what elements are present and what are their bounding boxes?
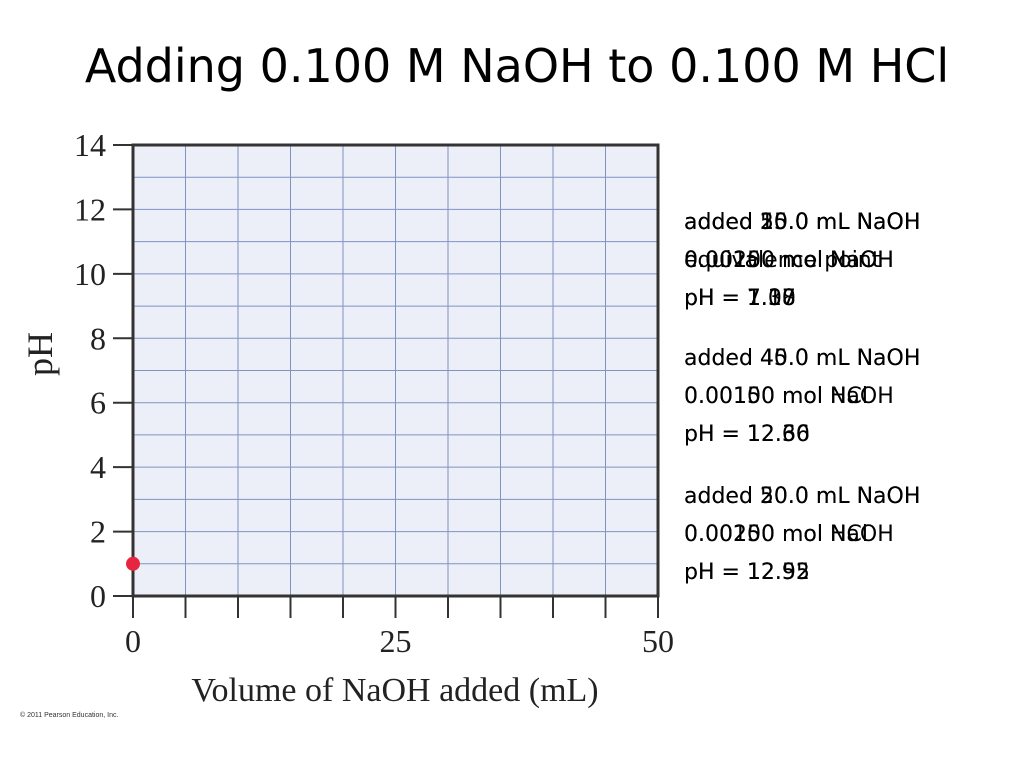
annotation-layer-1: added 50.0 mL NaOH 0.00250 mol NaOH pH =… — [684, 478, 920, 592]
x-axis-ticks — [132, 596, 659, 618]
annotation-line: pH = 1.37 — [684, 286, 796, 311]
annotation-line: added 40.0 mL NaOH — [684, 346, 921, 371]
annotation-line: 0.00250 mol NaOH — [684, 248, 894, 273]
x-tick-label: 25 — [380, 623, 412, 659]
y-tick-label: 4 — [90, 449, 106, 485]
annotation-layer-1: added 10.0 mL NaOH 0.00100 mol NaOH pH =… — [684, 204, 920, 318]
x-axis-label: Volume of NaOH added (mL) — [191, 672, 598, 709]
y-axis-tick-labels: 0 2 4 6 8 10 12 14 — [74, 127, 106, 614]
annotation-line: pH = 12.60 — [684, 422, 810, 447]
y-axis-label: pH — [20, 332, 60, 376]
annotation-layer-2: added 25.0 mL NaOH 0.00250 mol NaOH pH =… — [684, 204, 920, 318]
y-tick-label: 12 — [74, 191, 106, 227]
annotation-line: added 45.0 mL NaOH — [684, 346, 921, 371]
y-tick-label: 6 — [90, 385, 106, 421]
annotation-line: added 20.0 mL NaOH — [684, 484, 921, 509]
data-point — [126, 556, 140, 571]
annotation-line: added 50.0 mL NaOH — [684, 484, 921, 509]
annotation-line: 0.00150 mol NaOH — [684, 384, 894, 409]
data-points — [126, 556, 140, 571]
y-tick-label: 10 — [74, 256, 106, 292]
annotation-line: added 10.0 mL NaOH — [684, 210, 921, 235]
annotation-layer-1: added 40.0 mL NaOH 0.00150 mol NaOH pH =… — [684, 340, 920, 454]
horizontal-gridlines — [133, 176, 658, 565]
annotation-line: 0.00100 mol HCl — [684, 522, 868, 547]
y-axis-ticks — [113, 144, 133, 597]
copyright-notice: © 2011 Pearson Education, Inc. — [20, 712, 119, 719]
annotation-line: pH = 1.18 — [684, 286, 796, 311]
y-tick-label: 2 — [90, 514, 106, 550]
annotation-line: 0.00100 mol HCl — [684, 384, 868, 409]
annotation-line: added 25.0 mL NaOH — [684, 210, 921, 235]
annotation-line: pH = 7.00 — [684, 286, 796, 311]
annotation-line: pH = 12.36 — [684, 422, 810, 447]
x-tick-label: 50 — [642, 623, 674, 659]
x-axis-tick-labels: 0 25 50 — [125, 623, 674, 659]
annotation-line: equivalence point — [684, 248, 881, 273]
page-title: Adding 0.100 M NaOH to 0.100 M HCl — [84, 39, 950, 93]
annotation-line: pH = 12.95 — [684, 560, 810, 585]
y-tick-label: 0 — [90, 578, 106, 614]
annotation-layer-2: added 20.0 mL NaOH 0.00100 mol HCl pH = … — [684, 478, 920, 592]
annotation-line: added 50.0 mL NaOH — [684, 210, 921, 235]
annotation-line: 0.00250 mol NaOH — [684, 522, 894, 547]
y-tick-label: 14 — [74, 127, 106, 163]
annotation-layer-2: added 45.0 mL NaOH 0.00100 mol HCl pH = … — [684, 340, 920, 454]
annotation-line: pH = 12.52 — [684, 560, 810, 585]
annotation-layer-3: added 50.0 mL NaOH equivalence point pH … — [684, 204, 920, 318]
annotation-line: 0.00100 mol NaOH — [684, 248, 894, 273]
x-tick-label: 0 — [125, 623, 141, 659]
y-tick-label: 8 — [90, 320, 106, 356]
